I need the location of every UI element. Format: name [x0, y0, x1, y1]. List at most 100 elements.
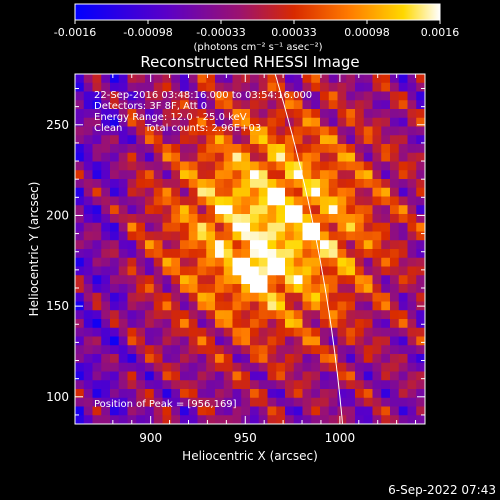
- heatmap-cell: [398, 266, 408, 276]
- heatmap-cell: [302, 74, 312, 84]
- heatmap-cell: [223, 222, 233, 232]
- heatmap-cell: [162, 205, 172, 215]
- heatmap-cell: [110, 275, 120, 285]
- heatmap-cell: [267, 336, 277, 346]
- heatmap-cell: [381, 240, 391, 250]
- heatmap-cell: [197, 397, 207, 407]
- heatmap-cell: [355, 126, 365, 136]
- heatmap-cell: [311, 100, 321, 110]
- heatmap-cell: [223, 179, 233, 189]
- heatmap-cell: [328, 319, 338, 329]
- heatmap-cell: [145, 266, 155, 276]
- heatmap-cell: [302, 117, 312, 127]
- heatmap-cell: [92, 231, 102, 241]
- heatmap-cell: [101, 126, 111, 136]
- heatmap-cell: [215, 100, 225, 110]
- heatmap-cell: [145, 74, 155, 84]
- heatmap-cell: [267, 126, 277, 136]
- heatmap-cell: [136, 222, 146, 232]
- heatmap-cell: [407, 362, 417, 372]
- heatmap-cell: [180, 406, 190, 416]
- heatmap-cell: [215, 196, 225, 206]
- heatmap-cell: [180, 389, 190, 399]
- heatmap-cell: [311, 152, 321, 162]
- heatmap-cell: [293, 91, 303, 101]
- heatmap-cell: [232, 292, 242, 302]
- heatmap-cell: [188, 362, 198, 372]
- heatmap-cell: [250, 301, 260, 311]
- heatmap-cell: [118, 222, 128, 232]
- heatmap-cell: [390, 109, 400, 119]
- heatmap-cell: [92, 117, 102, 127]
- heatmap-cell: [118, 231, 128, 241]
- heatmap-cell: [171, 310, 181, 320]
- heatmap-cell: [75, 126, 85, 136]
- heatmap-cell: [250, 222, 260, 232]
- heatmap-cell: [215, 319, 225, 329]
- heatmap-cell: [258, 327, 268, 337]
- heatmap-cell: [180, 222, 190, 232]
- heatmap-cell: [75, 179, 85, 189]
- heatmap-cell: [215, 275, 225, 285]
- heatmap-cell: [75, 371, 85, 381]
- heatmap-cell: [328, 397, 338, 407]
- heatmap-cell: [381, 354, 391, 364]
- heatmap-cell: [180, 144, 190, 154]
- heatmap-cell: [136, 371, 146, 381]
- heatmap-cell: [398, 257, 408, 267]
- heatmap-cell: [101, 117, 111, 127]
- heatmap-cell: [381, 345, 391, 355]
- heatmap-cell: [136, 327, 146, 337]
- heatmap-cell: [320, 380, 330, 390]
- heatmap-cell: [75, 354, 85, 364]
- heatmap-cell: [372, 144, 382, 154]
- heatmap-cell: [276, 301, 286, 311]
- heatmap-cell: [153, 126, 163, 136]
- heatmap-cell: [223, 319, 233, 329]
- heatmap-cell: [92, 397, 102, 407]
- heatmap-cell: [153, 310, 163, 320]
- heatmap-cell: [92, 266, 102, 276]
- heatmap-cell: [223, 336, 233, 346]
- heatmap-cell: [337, 257, 347, 267]
- heatmap-cell: [258, 310, 268, 320]
- heatmap-cell: [293, 301, 303, 311]
- heatmap-cell: [101, 135, 111, 145]
- heatmap-cell: [302, 214, 312, 224]
- heatmap-cell: [320, 240, 330, 250]
- heatmap-cell: [92, 371, 102, 381]
- heatmap-cell: [302, 257, 312, 267]
- heatmap-cell: [346, 187, 356, 197]
- heatmap-cell: [162, 117, 172, 127]
- heatmap-cell: [223, 170, 233, 180]
- heatmap-cell: [267, 406, 277, 416]
- heatmap-cell: [197, 231, 207, 241]
- heatmap-cell: [92, 292, 102, 302]
- heatmap-cell: [407, 397, 417, 407]
- heatmap-cell: [241, 74, 251, 84]
- heatmap-cell: [101, 231, 111, 241]
- heatmap-cell: [398, 249, 408, 259]
- heatmap-cell: [398, 117, 408, 127]
- heatmap-cell: [372, 371, 382, 381]
- heatmap-cell: [145, 161, 155, 171]
- heatmap-cell: [320, 161, 330, 171]
- heatmap-cell: [267, 327, 277, 337]
- heatmap-cell: [127, 91, 137, 101]
- heatmap-cell: [381, 292, 391, 302]
- heatmap-cell: [136, 389, 146, 399]
- heatmap-cell: [346, 371, 356, 381]
- heatmap-cell: [145, 222, 155, 232]
- heatmap-cell: [381, 179, 391, 189]
- heatmap-cell: [267, 415, 277, 424]
- heatmap-cell: [127, 144, 137, 154]
- heatmap-cell: [311, 74, 321, 84]
- heatmap-cell: [328, 362, 338, 372]
- heatmap-cell: [363, 362, 373, 372]
- heatmap-cell: [311, 301, 321, 311]
- heatmap-cell: [276, 371, 286, 381]
- heatmap-cell: [153, 249, 163, 259]
- heatmap-cell: [241, 240, 251, 250]
- heatmap-cell: [320, 135, 330, 145]
- heatmap-cell: [398, 354, 408, 364]
